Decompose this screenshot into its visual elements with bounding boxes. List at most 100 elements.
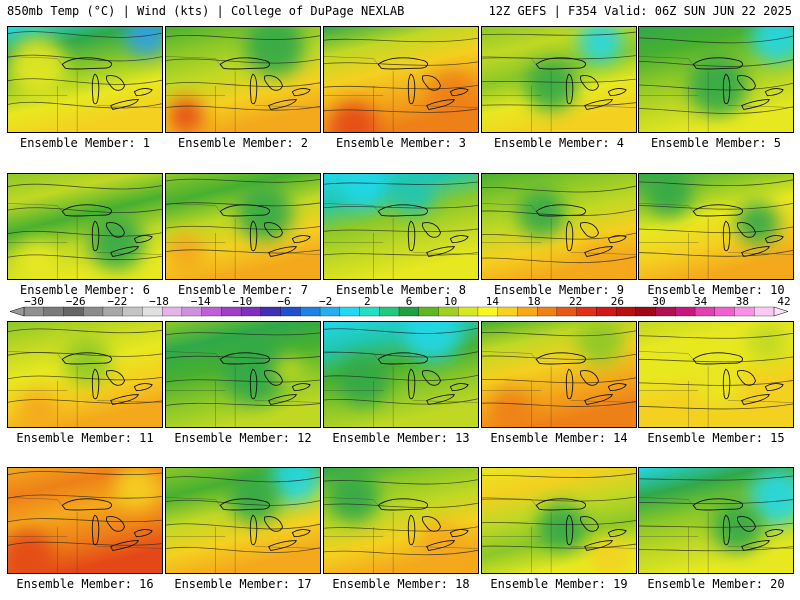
great-lake-outline xyxy=(722,514,731,546)
colorbar-swatch xyxy=(319,306,341,317)
great-lake-outline xyxy=(91,368,100,400)
colorbar-tick-label: 14 xyxy=(486,297,500,308)
colorbar-swatch xyxy=(359,306,380,317)
colorbar-swatch xyxy=(497,306,519,317)
great-lake-outline xyxy=(722,220,731,252)
great-lake-outline xyxy=(535,352,586,365)
ensemble-member-label: Ensemble Member: 2 xyxy=(177,136,309,150)
colorbar-swatch xyxy=(43,306,65,317)
ensemble-member-label: Ensemble Member: 4 xyxy=(493,136,625,150)
great-lake-outline xyxy=(449,383,469,392)
temperature-anomaly-blob xyxy=(391,174,435,216)
height-contour-line xyxy=(482,185,636,193)
height-contour-line xyxy=(639,522,793,528)
height-contour-line xyxy=(324,374,478,381)
ensemble-map-panel xyxy=(481,173,637,280)
great-lake-outline xyxy=(692,498,743,511)
colorbar-swatch xyxy=(418,306,440,317)
great-lake-outline xyxy=(607,383,627,392)
colorbar-tick-label: −18 xyxy=(149,297,169,308)
colorbar-tick-label: 10 xyxy=(444,297,457,308)
great-lake-outline xyxy=(692,352,743,365)
temperature-map xyxy=(324,27,478,132)
ensemble-member-label: Ensemble Member: 16 xyxy=(16,577,154,591)
great-lake-outline xyxy=(426,394,455,405)
great-lake-outline xyxy=(580,370,599,386)
great-lake-outline xyxy=(219,352,270,365)
height-contour-line xyxy=(166,202,320,207)
great-lake-outline xyxy=(426,246,455,257)
temperature-map xyxy=(324,174,478,279)
great-lake-outline xyxy=(106,516,125,532)
great-lake-outline xyxy=(607,529,627,538)
great-lake-outline xyxy=(110,246,139,257)
state-borders xyxy=(324,203,478,279)
ensemble-member-label: Ensemble Member: 13 xyxy=(332,431,470,445)
ensemble-member-label: Ensemble Member: 19 xyxy=(490,577,628,591)
height-contour-line xyxy=(8,518,162,523)
colorbar-tick-label: 30 xyxy=(652,297,665,308)
height-contour-line xyxy=(482,353,636,360)
great-lake-outline xyxy=(764,529,784,538)
height-contour-line xyxy=(639,499,793,505)
colorbar-tick-label: 18 xyxy=(527,297,540,308)
height-contour-line xyxy=(639,179,793,187)
height-contour-line xyxy=(482,256,636,264)
colorbar-tick-label: 26 xyxy=(611,297,624,308)
great-lake-outline xyxy=(692,204,743,217)
temperature-map xyxy=(166,27,320,132)
great-lake-outline xyxy=(426,540,455,551)
temperature-anomaly-blob xyxy=(114,468,159,510)
great-lake-outline xyxy=(219,204,270,217)
colorbar-swatch xyxy=(556,306,578,317)
height-contour-line xyxy=(8,230,162,237)
great-lake-outline xyxy=(737,75,756,91)
temperature-anomaly-blob xyxy=(63,337,111,385)
colorbar-swatch xyxy=(260,306,282,317)
colorbar-swatch xyxy=(635,306,657,317)
height-contour-line xyxy=(166,58,320,64)
temperature-map xyxy=(639,27,793,132)
temperature-anomaly-blob xyxy=(88,215,145,271)
great-lake-outline xyxy=(535,204,586,217)
colorbar-tick-label: −14 xyxy=(191,297,211,308)
temperature-anomaly-blob xyxy=(8,36,68,96)
colorbar-swatch xyxy=(675,306,696,317)
great-lake-outline xyxy=(535,498,586,511)
state-borders xyxy=(8,497,162,573)
colorbar-min-arrow xyxy=(9,306,25,317)
great-lake-outline xyxy=(580,222,599,238)
temperature-anomaly-blob xyxy=(8,530,54,573)
ensemble-map-panel xyxy=(481,467,637,574)
colorbar-swatch xyxy=(754,306,775,317)
ensemble-member-label: Ensemble Member: 18 xyxy=(332,577,470,591)
great-lake-outline xyxy=(264,222,283,238)
colorbar-swatch xyxy=(201,306,223,317)
colorbar-swatch xyxy=(655,306,676,317)
great-lake-outline xyxy=(133,529,153,538)
colorbar-max-arrow xyxy=(773,306,789,317)
colorbar-swatch xyxy=(537,306,558,317)
colorbar-swatch xyxy=(576,306,598,317)
great-lake-outline xyxy=(449,529,469,538)
temperature-map xyxy=(8,468,162,573)
great-lake-outline xyxy=(722,73,731,105)
temperature-anomaly-blob xyxy=(489,388,534,427)
colorbar-swatch xyxy=(734,306,755,317)
height-contour-line xyxy=(8,54,162,62)
great-lake-outline xyxy=(737,222,756,238)
colorbar-tick-label: 42 xyxy=(777,297,790,308)
height-contour-line xyxy=(482,31,636,36)
great-lake-outline xyxy=(407,73,416,105)
ensemble-map-panel xyxy=(323,173,479,280)
ensemble-member-label: Ensemble Member: 12 xyxy=(174,431,312,445)
great-lake-outline xyxy=(106,75,125,91)
height-contour-line xyxy=(166,402,320,406)
height-contour-line xyxy=(8,101,162,109)
height-contour-line xyxy=(639,403,793,410)
great-lake-outline xyxy=(741,394,770,405)
great-lake-outline xyxy=(61,498,112,511)
height-contour-line xyxy=(8,494,162,499)
height-contour-line xyxy=(166,476,320,483)
colorbar-swatch xyxy=(280,306,301,317)
